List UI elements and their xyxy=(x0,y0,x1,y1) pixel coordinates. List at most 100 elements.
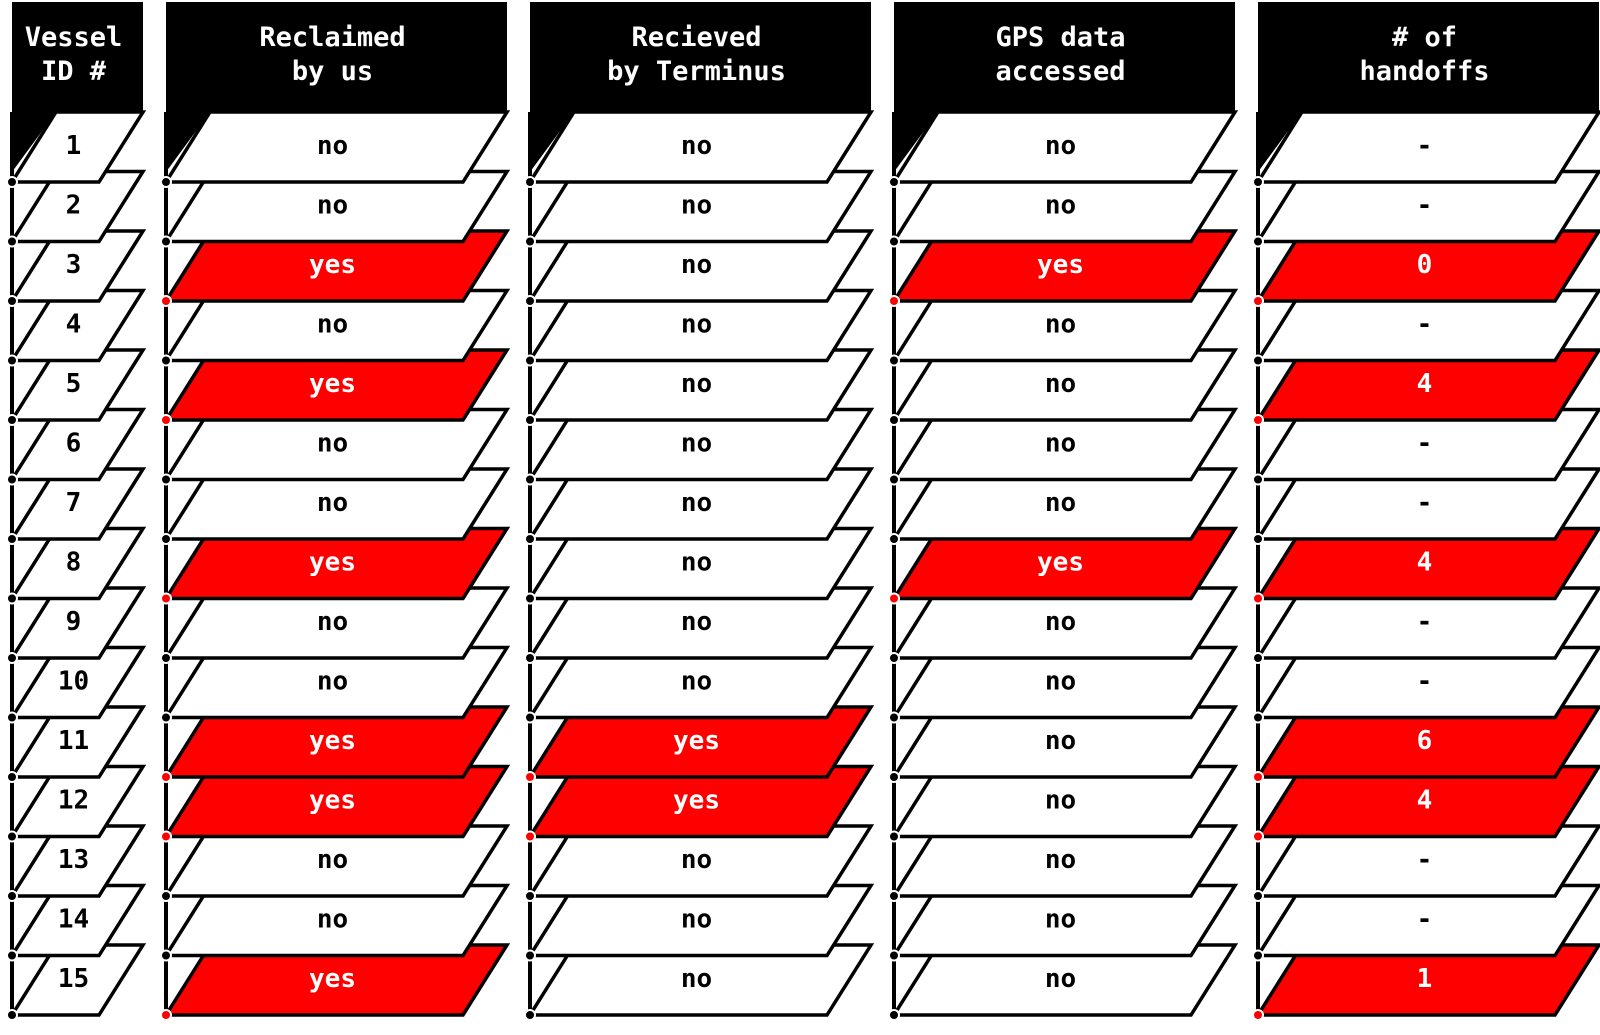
row-dot xyxy=(1252,890,1264,902)
header-gps-line-1: GPS data xyxy=(995,22,1125,53)
cell-value: no xyxy=(317,191,348,221)
cell-value: no xyxy=(1045,429,1076,459)
cell-value: 7 xyxy=(66,488,82,518)
row-dot xyxy=(6,473,18,486)
cell-value: - xyxy=(1417,607,1433,637)
table-row: no xyxy=(888,348,1239,426)
cell-value: yes xyxy=(309,369,356,399)
cell-value: - xyxy=(1417,310,1433,340)
row-dot xyxy=(1252,711,1264,724)
cell-value: no xyxy=(1045,964,1076,994)
cell-value: - xyxy=(1417,488,1433,518)
row-dot xyxy=(888,176,900,188)
row-dot xyxy=(888,652,900,664)
row-dot xyxy=(1252,473,1264,486)
cell-value: yes xyxy=(309,726,356,756)
cell-value: - xyxy=(1417,667,1433,697)
cell-value: - xyxy=(1417,191,1433,221)
row-dot xyxy=(1252,295,1264,307)
row-dot xyxy=(888,771,900,783)
cell-value: yes xyxy=(673,726,720,756)
cell-value: - xyxy=(1417,845,1433,875)
row-dot xyxy=(6,176,18,188)
row-dot xyxy=(888,711,900,724)
cell-value: no xyxy=(681,964,712,994)
row-dot xyxy=(6,235,18,248)
cell-value: 10 xyxy=(58,667,89,697)
table-row: 14 xyxy=(6,883,147,962)
table-row: no xyxy=(888,943,1239,1021)
cell-value: 3 xyxy=(66,250,82,280)
row-dot xyxy=(160,830,172,843)
row-dot xyxy=(524,295,536,307)
row-dot xyxy=(160,949,172,962)
row-dot xyxy=(888,830,900,843)
table-row: no xyxy=(524,110,875,188)
cell-value: no xyxy=(1045,488,1076,518)
cell-vessel-9 xyxy=(8,586,147,660)
table-row: no xyxy=(160,883,511,962)
row-dot xyxy=(160,235,172,248)
table-row: no xyxy=(888,705,1239,783)
cell-value: no xyxy=(681,548,712,578)
cell-value: no xyxy=(681,369,712,399)
table-row: no xyxy=(888,645,1239,724)
row-dot xyxy=(524,949,536,962)
cell-value: no xyxy=(1045,310,1076,340)
cell-value: no xyxy=(681,250,712,280)
row-dot xyxy=(524,890,536,902)
cell-value: - xyxy=(1417,131,1433,161)
cell-vessel-11 xyxy=(8,705,147,779)
row-dot xyxy=(888,354,900,367)
cell-value: 15 xyxy=(58,964,89,994)
cell-reclaimed-1 xyxy=(162,110,511,184)
header-gps xyxy=(894,2,1235,172)
cell-value: 14 xyxy=(58,905,89,935)
cell-vessel-12 xyxy=(8,764,147,839)
cell-vessel-14 xyxy=(8,883,147,958)
table-row: 0 xyxy=(1252,229,1600,307)
row-dot xyxy=(160,1009,172,1021)
table-row: no xyxy=(524,645,875,724)
cell-value: no xyxy=(317,131,348,161)
row-dot xyxy=(6,295,18,307)
row-dot xyxy=(1252,652,1264,664)
row-dot xyxy=(160,295,172,307)
row-dot xyxy=(160,592,172,605)
cell-value: 4 xyxy=(1417,369,1433,399)
cell-value: 13 xyxy=(58,845,89,875)
cell-value: no xyxy=(681,667,712,697)
cell-value: no xyxy=(681,191,712,221)
cell-value: no xyxy=(681,905,712,935)
cell-value: no xyxy=(681,607,712,637)
table-row: yes xyxy=(160,526,511,605)
header-gps-line-2: accessed xyxy=(995,56,1125,87)
row-dot xyxy=(888,949,900,962)
cell-vessel-3 xyxy=(8,229,147,303)
header-handoffs-line-2: handoffs xyxy=(1359,56,1489,87)
row-dot xyxy=(1252,592,1264,605)
cell-value: 2 xyxy=(66,191,82,221)
row-dot xyxy=(524,652,536,664)
row-dot xyxy=(160,354,172,367)
header-reclaimed-line-2: by us xyxy=(292,56,373,87)
row-dot xyxy=(1252,949,1264,962)
row-dot xyxy=(1252,1009,1264,1021)
cell-value: 8 xyxy=(66,548,82,578)
row-dot xyxy=(160,652,172,664)
row-dot xyxy=(1252,235,1264,248)
table-row: 11 xyxy=(6,705,147,783)
row-dot xyxy=(6,414,18,426)
row-dot xyxy=(888,592,900,605)
cell-value: no xyxy=(317,667,348,697)
cell-vessel-7 xyxy=(8,467,147,541)
row-dot xyxy=(1252,176,1264,188)
row-dot xyxy=(524,830,536,843)
cell-vessel-5 xyxy=(8,348,147,422)
header-handoffs-line-1: # of xyxy=(1392,22,1457,53)
table-row: no xyxy=(160,645,511,724)
row-dot xyxy=(524,711,536,724)
